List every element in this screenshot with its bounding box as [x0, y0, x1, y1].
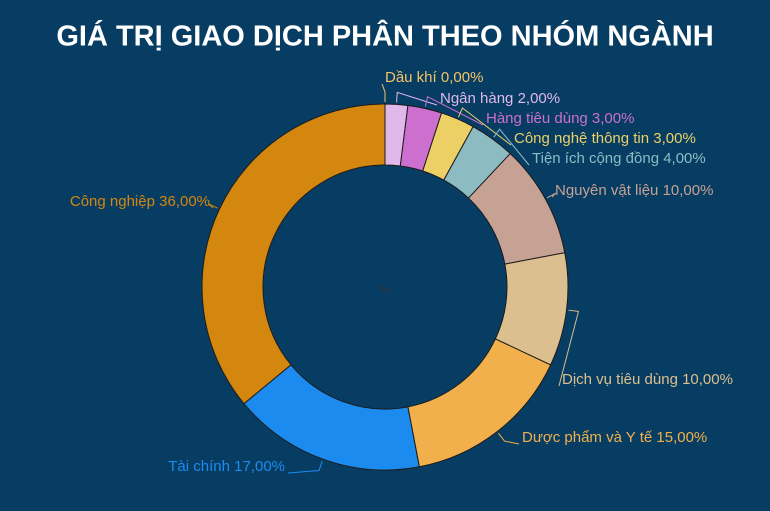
category-name: Tài chính	[168, 458, 230, 475]
leader-line	[287, 460, 323, 474]
leader-line	[546, 192, 557, 199]
leader-line	[558, 309, 580, 387]
leader-line	[396, 91, 438, 106]
value-label: 15,00%	[656, 429, 707, 446]
data-label: Dược phẩm và Y tế 15,00%	[522, 429, 707, 446]
chart-title: GIÁ TRỊ GIAO DỊCH PHÂN THEO NHÓM NGÀNH	[56, 19, 713, 53]
category-name: Hàng tiêu dùng	[486, 110, 588, 127]
data-label: Tài chính 17,00%	[168, 458, 285, 475]
value-label: 17,00%	[234, 458, 285, 475]
data-label: Công nghiệp 36,00%	[70, 193, 210, 210]
value-label: 10,00%	[682, 371, 733, 388]
category-name: Dầu khí	[385, 69, 438, 86]
category-name: Nguyên vật liệu	[555, 182, 658, 199]
data-label: Dầu khí 0,00%	[385, 69, 483, 86]
category-name: Dịch vụ tiêu dùng	[562, 371, 678, 388]
data-label: Ngân hàng 2,00%	[440, 90, 560, 107]
category-name: Ngân hàng	[440, 90, 513, 107]
value-label: 36,00%	[159, 193, 210, 210]
data-label: Tiện ích cộng đồng 4,00%	[532, 150, 706, 167]
donut-segment	[201, 103, 386, 405]
data-label: Dịch vụ tiêu dùng 10,00%	[562, 371, 733, 388]
value-label: 10,00%	[663, 182, 714, 199]
value-label: 0,00%	[441, 69, 484, 86]
leader-line	[208, 203, 218, 209]
leader-line	[424, 95, 484, 126]
category-name: Dược phẩm và Y tế	[522, 429, 653, 446]
value-label: 3,00%	[592, 110, 635, 127]
value-label: 2,00%	[518, 90, 561, 107]
leader-line	[497, 432, 520, 445]
category-name: Công nghệ thông tin	[514, 130, 649, 147]
data-label: Nguyên vật liệu 10,00%	[555, 182, 713, 199]
center-label: %	[380, 284, 390, 296]
leader-line	[493, 128, 530, 166]
leader-line	[458, 107, 512, 146]
value-label: 3,00%	[653, 130, 696, 147]
leader-line	[381, 83, 386, 102]
category-name: Tiện ích cộng đồng	[532, 150, 659, 167]
data-label: Công nghệ thông tin 3,00%	[514, 130, 696, 147]
value-label: 4,00%	[663, 150, 706, 167]
category-name: Công nghiệp	[70, 193, 155, 210]
data-label: Hàng tiêu dùng 3,00%	[486, 110, 634, 127]
